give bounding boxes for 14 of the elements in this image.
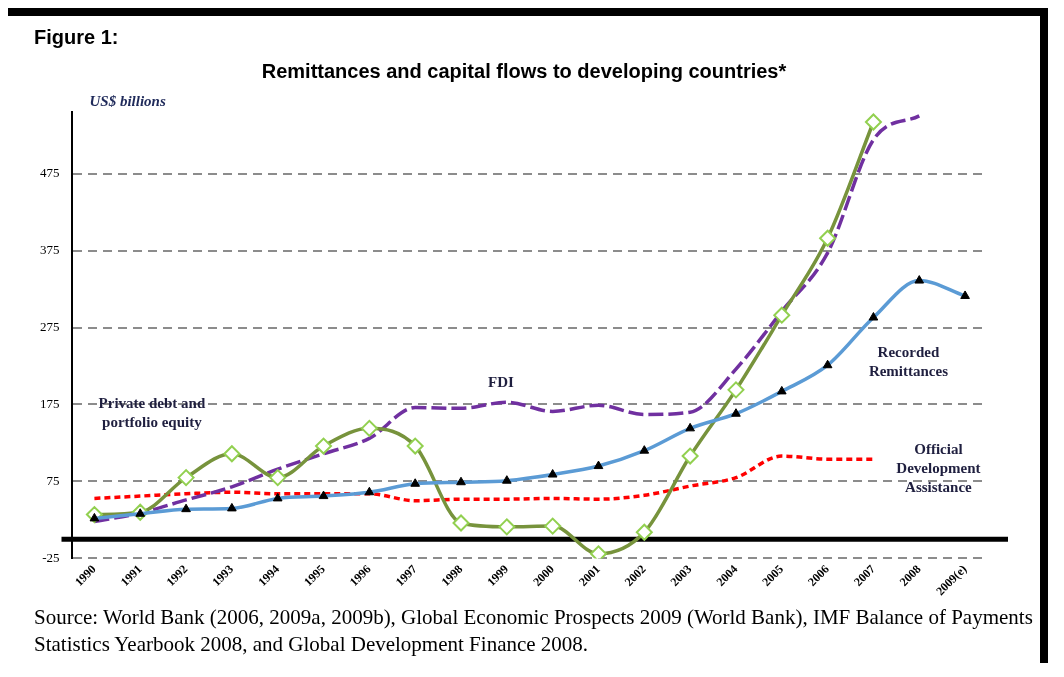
chart-subtitle: Figure 1: [34, 26, 119, 49]
y-tick-label: 275 [40, 318, 60, 334]
y-axis-title: US$ billions [89, 93, 166, 110]
y-tick-label: 375 [40, 241, 60, 257]
y-tick-label: -25 [42, 549, 60, 565]
series-label: Official Development Assistance [896, 441, 981, 496]
series-label: FDI [488, 374, 515, 391]
series-label: Private debt and portfolio equity [98, 395, 206, 431]
source-note: Source: World Bank (2006, 2009a, 2009b), Global Economic Prospects 2009 (World Bank), IMF Balance of Payments Statistics Yearbook 2008, and Global Development Finance 2008. [34, 604, 1034, 658]
y-tick-label: 475 [40, 165, 60, 180]
y-tick-label: 75 [46, 472, 60, 488]
y-tick-label: 175 [40, 395, 60, 411]
series-label: Recorded Remittances [868, 343, 949, 379]
chart-title: Remittances and capital flows to developing countries* [260, 60, 788, 83]
